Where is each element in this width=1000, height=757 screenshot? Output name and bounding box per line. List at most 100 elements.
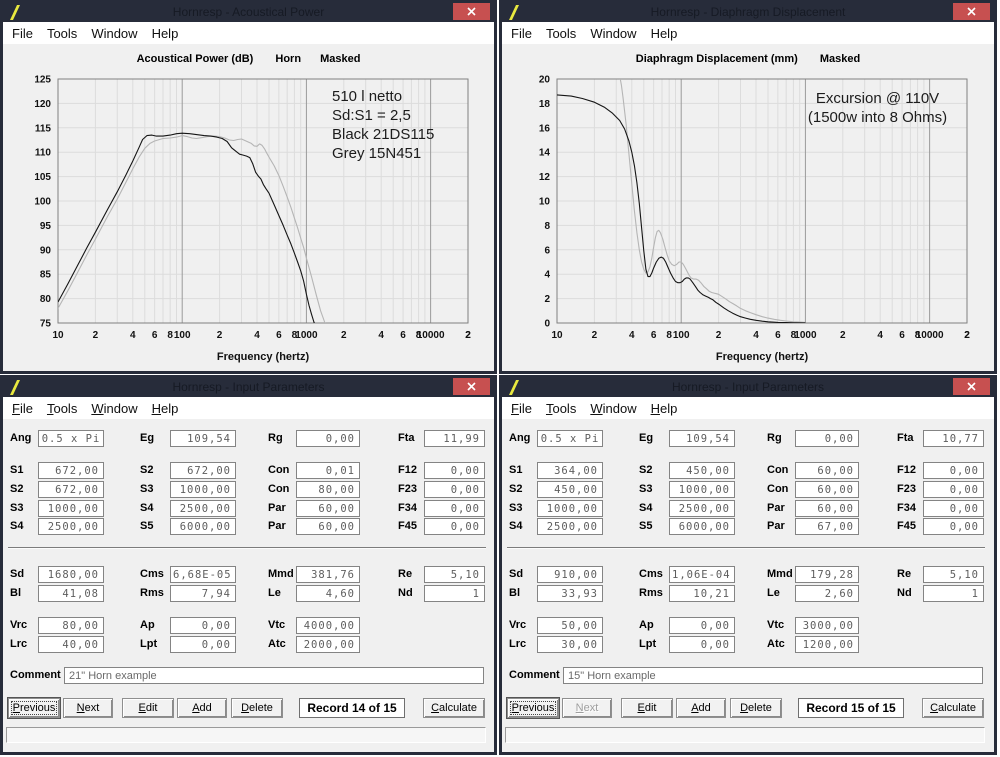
- field-input-mmd[interactable]: 179,28: [795, 566, 859, 583]
- field-input-sd[interactable]: 910,00: [537, 566, 603, 583]
- field-input-bl[interactable]: 41,08: [38, 585, 104, 602]
- menu-tools[interactable]: Tools: [545, 25, 577, 41]
- field-input-s1[interactable]: 364,00: [537, 462, 603, 479]
- edit-button[interactable]: Edit: [122, 698, 174, 718]
- field-input-s4[interactable]: 2500,00: [537, 518, 603, 535]
- field-input-atc[interactable]: 1200,00: [795, 636, 859, 653]
- field-input-lrc[interactable]: 30,00: [537, 636, 603, 653]
- menu-window[interactable]: Window: [590, 400, 637, 416]
- title-bar[interactable]: Hornresp - Input Parameters: [2, 378, 495, 397]
- menu-tools[interactable]: Tools: [46, 25, 78, 41]
- field-input-rms[interactable]: 7,94: [170, 585, 236, 602]
- field-input-s3[interactable]: 1000,00: [38, 500, 104, 517]
- field-input-s3[interactable]: 1000,00: [669, 481, 735, 498]
- field-input-vtc[interactable]: 4000,00: [296, 617, 360, 634]
- field-input-nd[interactable]: 1: [424, 585, 485, 602]
- field-input-s5[interactable]: 6000,00: [669, 518, 735, 535]
- field-input-s3[interactable]: 1000,00: [170, 481, 236, 498]
- field-input-s4[interactable]: 2500,00: [669, 500, 735, 517]
- menu-window[interactable]: Window: [91, 400, 138, 416]
- field-input-s2[interactable]: 450,00: [537, 481, 603, 498]
- field-input-con[interactable]: 60,00: [795, 481, 859, 498]
- previous-button[interactable]: Previous: [8, 698, 60, 718]
- field-input-par[interactable]: 60,00: [296, 500, 360, 517]
- field-input-con[interactable]: 60,00: [795, 462, 859, 479]
- field-input-re[interactable]: 5,10: [424, 566, 485, 583]
- add-button[interactable]: Add: [676, 698, 726, 718]
- field-input-ap[interactable]: 0,00: [669, 617, 735, 634]
- field-input-eg[interactable]: 109,54: [170, 430, 236, 447]
- field-input-vrc[interactable]: 80,00: [38, 617, 104, 634]
- menu-file[interactable]: File: [511, 25, 532, 41]
- field-input-f45[interactable]: 0,00: [923, 518, 984, 535]
- field-input-bl[interactable]: 33,93: [537, 585, 603, 602]
- menu-help[interactable]: Help: [151, 400, 179, 416]
- field-input-par[interactable]: 60,00: [296, 518, 360, 535]
- field-input-s2[interactable]: 672,00: [170, 462, 236, 479]
- field-input-f12[interactable]: 0,00: [424, 462, 485, 479]
- previous-button[interactable]: Previous: [507, 698, 559, 718]
- add-button[interactable]: Add: [177, 698, 227, 718]
- field-input-s2[interactable]: 450,00: [669, 462, 735, 479]
- close-button[interactable]: [953, 3, 990, 20]
- field-input-cms[interactable]: 1,06E-04: [669, 566, 735, 583]
- field-input-ang[interactable]: 0.5 x Pi: [537, 430, 603, 447]
- field-input-nd[interactable]: 1: [923, 585, 984, 602]
- field-input-le[interactable]: 2,60: [795, 585, 859, 602]
- comment-input[interactable]: 15" Horn example: [563, 667, 983, 684]
- field-input-lpt[interactable]: 0,00: [170, 636, 236, 653]
- field-input-par[interactable]: 60,00: [795, 500, 859, 517]
- field-input-atc[interactable]: 2000,00: [296, 636, 360, 653]
- field-input-rms[interactable]: 10,21: [669, 585, 735, 602]
- menu-tools[interactable]: Tools: [46, 400, 78, 416]
- field-input-ang[interactable]: 0.5 x Pi: [38, 430, 104, 447]
- field-input-con[interactable]: 0,01: [296, 462, 360, 479]
- field-input-cms[interactable]: 6,68E-05: [170, 566, 236, 583]
- field-input-re[interactable]: 5,10: [923, 566, 984, 583]
- menu-file[interactable]: File: [12, 400, 33, 416]
- menu-tools[interactable]: Tools: [545, 400, 577, 416]
- field-input-s5[interactable]: 6000,00: [170, 518, 236, 535]
- field-input-rg[interactable]: 0,00: [296, 430, 360, 447]
- menu-file[interactable]: File: [12, 25, 33, 41]
- comment-input[interactable]: 21" Horn example: [64, 667, 484, 684]
- calculate-button[interactable]: Calculate: [922, 698, 984, 718]
- field-input-f23[interactable]: 0,00: [923, 481, 984, 498]
- delete-button[interactable]: Delete: [231, 698, 283, 718]
- menu-window[interactable]: Window: [590, 25, 637, 41]
- menu-file[interactable]: File: [511, 400, 532, 416]
- field-input-rg[interactable]: 0,00: [795, 430, 859, 447]
- field-input-s1[interactable]: 672,00: [38, 462, 104, 479]
- field-input-ap[interactable]: 0,00: [170, 617, 236, 634]
- field-input-le[interactable]: 4,60: [296, 585, 360, 602]
- edit-button[interactable]: Edit: [621, 698, 673, 718]
- field-input-mmd[interactable]: 381,76: [296, 566, 360, 583]
- menu-window[interactable]: Window: [91, 25, 138, 41]
- field-input-eg[interactable]: 109,54: [669, 430, 735, 447]
- close-button[interactable]: [453, 378, 490, 395]
- field-input-lrc[interactable]: 40,00: [38, 636, 104, 653]
- next-button[interactable]: Next: [63, 698, 113, 718]
- field-input-f45[interactable]: 0,00: [424, 518, 485, 535]
- menu-help[interactable]: Help: [151, 25, 179, 41]
- field-input-f23[interactable]: 0,00: [424, 481, 485, 498]
- title-bar[interactable]: Hornresp - Acoustical Power: [2, 3, 495, 22]
- field-input-con[interactable]: 80,00: [296, 481, 360, 498]
- delete-button[interactable]: Delete: [730, 698, 782, 718]
- menu-help[interactable]: Help: [650, 25, 678, 41]
- field-input-f12[interactable]: 0,00: [923, 462, 984, 479]
- title-bar[interactable]: Hornresp - Input Parameters: [501, 378, 995, 397]
- field-input-par[interactable]: 67,00: [795, 518, 859, 535]
- field-input-s4[interactable]: 2500,00: [170, 500, 236, 517]
- field-input-vtc[interactable]: 3000,00: [795, 617, 859, 634]
- title-bar[interactable]: Hornresp - Diaphragm Displacement: [501, 3, 995, 22]
- field-input-s4[interactable]: 2500,00: [38, 518, 104, 535]
- field-input-f34[interactable]: 0,00: [923, 500, 984, 517]
- menu-help[interactable]: Help: [650, 400, 678, 416]
- close-button[interactable]: [953, 378, 990, 395]
- field-input-s3[interactable]: 1000,00: [537, 500, 603, 517]
- field-input-fta[interactable]: 10,77: [923, 430, 984, 447]
- field-input-fta[interactable]: 11,99: [424, 430, 485, 447]
- field-input-sd[interactable]: 1680,00: [38, 566, 104, 583]
- field-input-lpt[interactable]: 0,00: [669, 636, 735, 653]
